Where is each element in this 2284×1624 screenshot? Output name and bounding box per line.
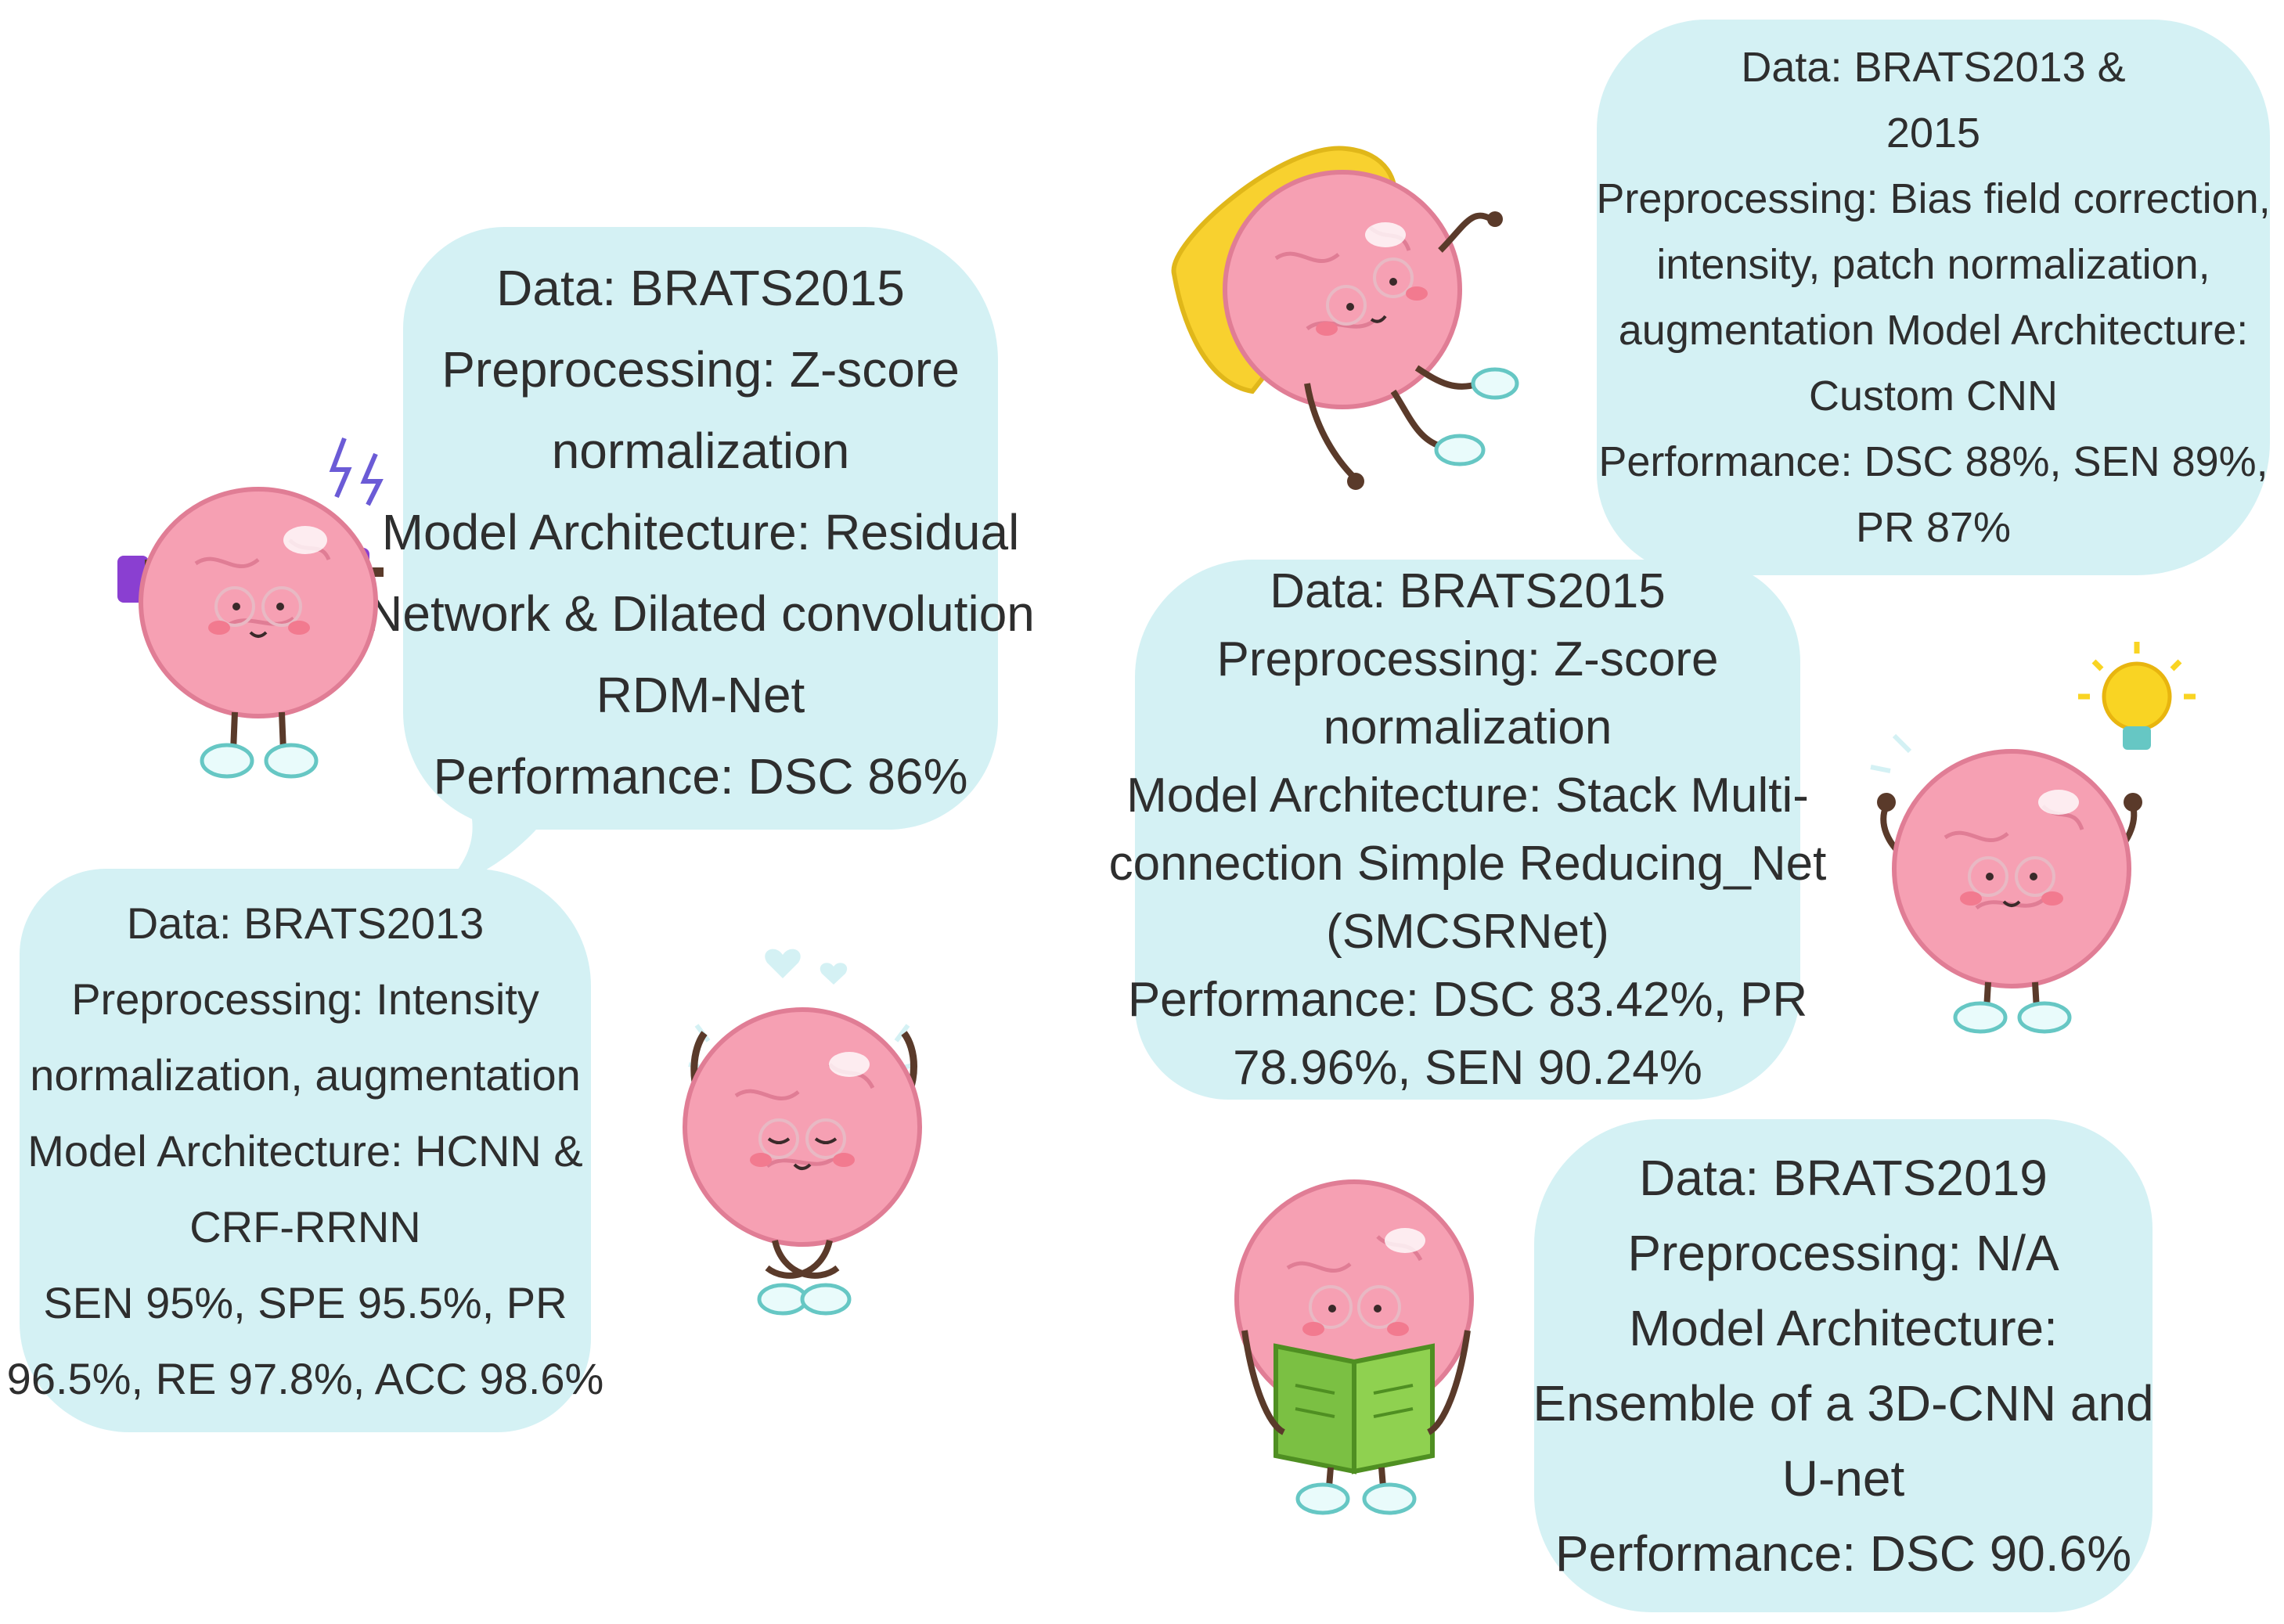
card-performance-cont: PR 87% — [1855, 504, 2012, 551]
card-model-cont: Network & Dilated convolution — [366, 585, 1035, 642]
card-preprocessing: Preprocessing: Z-score — [1216, 632, 1719, 686]
card-model: Model Architecture: Stack Multi- — [1126, 769, 1809, 823]
card-preprocessing: Preprocessing: Z-score — [441, 341, 960, 398]
brain-lifting-dumbbells-icon — [117, 437, 384, 779]
card-preprocessing-cont: intensity, patch normalization, — [1656, 241, 2210, 288]
card-preprocessing: Preprocessing: N/A — [1627, 1225, 2059, 1281]
card-data: Data: BRATS2019 — [1639, 1150, 2048, 1206]
card-smcsrnet: Data: BRATS2015 Preprocessing: Z-score n… — [1109, 560, 1826, 1100]
card-model-cont: connection Simple Reducing_Net — [1108, 837, 1827, 891]
card-model-cont: CRF-RRNN — [189, 1201, 421, 1251]
card-model-name: U-net — [1781, 1450, 1905, 1507]
card-data: Data: BRATS2015 — [496, 260, 905, 316]
card-model: Model Architecture: Residual — [381, 504, 1020, 560]
card-preprocessing-cont: normalization — [551, 423, 850, 479]
card-preprocessing: Preprocessing: Intensity — [71, 974, 539, 1024]
card-performance-cont: 78.96%, SEN 90.24% — [1233, 1041, 1702, 1095]
card-data: Data: BRATS2013 — [126, 898, 485, 948]
card-data: Data: BRATS2013 & — [1741, 44, 2126, 91]
card-performance: Performance: DSC 90.6% — [1554, 1525, 2132, 1582]
brain-meditating-icon — [683, 949, 922, 1316]
card-model: Model Architecture: HCNN & — [27, 1125, 583, 1176]
card-model-name: (SMCSRNet) — [1326, 905, 1609, 959]
card-model: Model Architecture: — [1629, 1300, 2058, 1356]
card-performance: Performance: DSC 83.42%, PR — [1127, 973, 1808, 1027]
brain-resting-on-pillow-icon — [1171, 146, 1519, 490]
card-custom-cnn: Data: BRATS2013 & 2015 Preprocessing: Bi… — [1596, 20, 2271, 575]
card-preprocessing-cont: normalization — [1323, 700, 1612, 754]
card-data: Data: BRATS2015 — [1270, 564, 1666, 618]
card-hcnn-crf-rrnn: Data: BRATS2013 Preprocessing: Intensity… — [7, 869, 603, 1432]
card-model: augmentation Model Architecture: — [1618, 307, 2249, 354]
brain-reading-book-icon — [1234, 1179, 1474, 1515]
card-preprocessing: Preprocessing: Bias field correction, — [1596, 175, 2271, 222]
card-metrics: SEN 95%, SPE 95.5%, PR — [43, 1277, 567, 1327]
card-model-name: Custom CNN — [1808, 373, 2059, 420]
card-3dcnn-unet-ensemble: Data: BRATS2019 Preprocessing: N/A Model… — [1533, 1119, 2154, 1612]
card-metrics-cont: 96.5%, RE 97.8%, ACC 98.6% — [6, 1353, 604, 1403]
card-residual-rdm-net: Data: BRATS2015 Preprocessing: Z-score n… — [366, 227, 1035, 830]
card-data-cont: 2015 — [1886, 110, 1981, 157]
card-preprocessing-cont: normalization, augmentation — [30, 1050, 581, 1100]
card-performance: Performance: DSC 88%, SEN 89%, — [1598, 438, 2268, 485]
card-model-name: RDM-Net — [596, 667, 805, 723]
card-model-cont: Ensemble of a 3D-CNN and — [1533, 1375, 2154, 1431]
card-performance: Performance: DSC 86% — [433, 748, 968, 805]
brain-with-lightbulb-icon — [1870, 642, 2196, 1034]
